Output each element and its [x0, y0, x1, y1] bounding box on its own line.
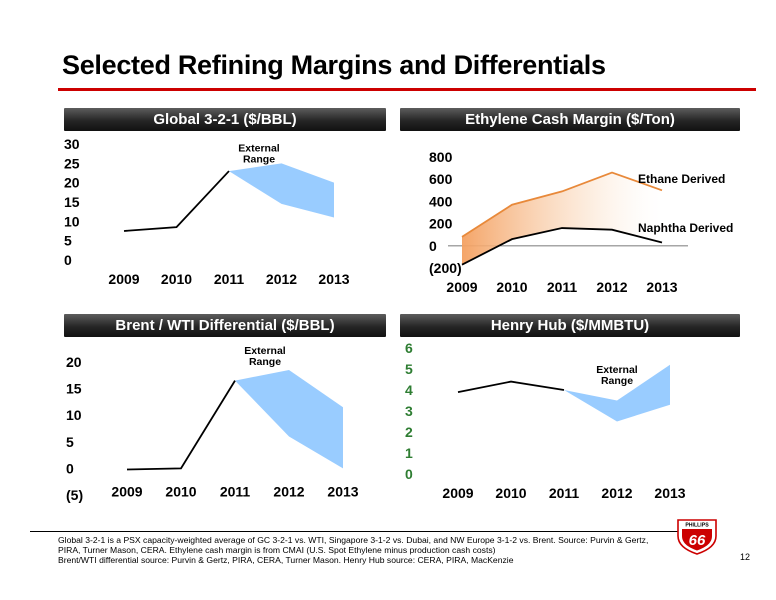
y-tick-label: 1 — [405, 445, 413, 461]
y-tick-label: 4 — [405, 382, 413, 398]
footnote: Global 3-2-1 is a PSX capacity-weighted … — [58, 535, 698, 565]
range-annotation: Range — [249, 356, 281, 368]
y-tick-label: 3 — [405, 403, 413, 419]
y-tick-label: (200) — [429, 260, 462, 276]
x-tick-label: 2011 — [547, 279, 578, 295]
series-line — [123, 170, 230, 232]
y-tick-label: 0 — [405, 466, 413, 482]
chart-title-bar: Ethylene Cash Margin ($/Ton) — [400, 108, 740, 131]
y-tick-label: 5 — [64, 233, 72, 249]
chart-ethylene-margin: Ethylene Cash Margin ($/Ton) (200) 0 200 40… — [398, 108, 743, 300]
y-tick-label: 30 — [64, 136, 80, 152]
x-tick-label: 2011 — [214, 271, 245, 287]
footnote-line: Global 3-2-1 is a PSX capacity-weighted … — [58, 535, 649, 545]
y-tick-label: 600 — [429, 171, 453, 187]
chart-plot: (200) 0 200 400 600 800 2009 2010 2011 2012 2013 Et… — [429, 149, 733, 295]
chart-brent-wti: Brent / WTI Differential ($/BBL) (5) 0 5 10… — [56, 314, 396, 516]
y-tick-label: 20 — [64, 175, 80, 191]
y-tick-label: 5 — [66, 434, 74, 450]
y-tick-label: 10 — [64, 213, 80, 229]
title-underline — [58, 88, 756, 91]
y-tick-label: 800 — [429, 149, 453, 165]
chart-title-bar: Global 3-2-1 ($/BBL) — [64, 108, 386, 131]
series-line — [126, 380, 236, 471]
range-annotation: External — [244, 345, 286, 357]
external-range-band — [235, 369, 343, 469]
y-tick-label: 0 — [429, 238, 437, 254]
chart-henry-hub: Henry Hub ($/MMBTU) 0 1 2 3 4 5 6 2009 2010 2011 2… — [398, 314, 743, 516]
y-tick-label: 0 — [64, 252, 72, 268]
page-number: 12 — [740, 552, 751, 562]
x-tick-label: 2011 — [220, 483, 251, 499]
range-annotation: External — [238, 143, 280, 155]
x-tick-label: 2013 — [318, 271, 349, 287]
y-tick-label: 5 — [405, 361, 413, 377]
external-range-band — [229, 163, 334, 218]
chart-plot: (5) 0 5 10 15 20 2009 2010 2011 2012 2013 ExternalR… — [66, 345, 359, 503]
x-tick-label: 2012 — [596, 279, 627, 295]
external-range-band — [564, 364, 670, 422]
range-annotation: Range — [601, 375, 633, 387]
range-annotation: Range — [243, 154, 275, 166]
series-line — [457, 380, 565, 393]
x-tick-label: 2012 — [273, 483, 304, 499]
x-tick-label: 2009 — [442, 485, 473, 501]
y-tick-label: 200 — [429, 216, 453, 232]
x-tick-label: 2010 — [165, 483, 196, 499]
footnote-line: Brent/WTI differential source: Purvin & … — [58, 555, 514, 565]
y-tick-label: 0 — [66, 460, 74, 476]
page-title: Selected Refining Margins and Differenti… — [62, 50, 606, 80]
ethylene-margin-band — [462, 172, 662, 265]
y-tick-label: 6 — [405, 340, 413, 356]
logo-number: 66 — [689, 532, 706, 549]
x-tick-label: 2011 — [549, 485, 580, 501]
y-tick-label: 15 — [64, 194, 80, 210]
x-tick-label: 2009 — [108, 271, 139, 287]
x-tick-label: 2009 — [111, 483, 142, 499]
x-tick-label: 2009 — [446, 279, 477, 295]
footnote-line: PIRA, Turner Mason, CERA. Ethylene cash … — [58, 545, 496, 555]
x-tick-label: 2010 — [161, 271, 192, 287]
range-annotation: External — [596, 364, 638, 376]
x-tick-label: 2013 — [654, 485, 685, 501]
x-tick-label: 2012 — [266, 271, 297, 287]
x-tick-label: 2013 — [327, 483, 358, 499]
series-label-ethane: Ethane Derived — [638, 172, 725, 186]
chart-plot: 0 5 10 15 20 25 30 2009 2010 2011 2012 2013 External… — [64, 136, 350, 287]
x-tick-label: 2012 — [601, 485, 632, 501]
chart-title-bar: Brent / WTI Differential ($/BBL) — [64, 314, 386, 337]
series-line — [461, 227, 663, 266]
phillips-66-logo: PHILLIPS 66 — [677, 519, 717, 555]
x-tick-label: 2010 — [496, 279, 527, 295]
x-tick-label: 2013 — [646, 279, 677, 295]
chart-global-321: Global 3-2-1 ($/BBL) 0 5 10 15 20 25 30 2009 201… — [56, 108, 396, 300]
series-label-naphtha: Naphtha Derived — [638, 221, 733, 235]
y-tick-label: 10 — [66, 407, 82, 423]
logo-top-text: PHILLIPS — [685, 523, 709, 529]
y-tick-label: 15 — [66, 381, 82, 397]
y-tick-label: 2 — [405, 424, 413, 440]
chart-title-bar: Henry Hub ($/MMBTU) — [400, 314, 740, 337]
y-tick-label: 25 — [64, 155, 80, 171]
x-tick-label: 2010 — [495, 485, 526, 501]
series-line — [461, 171, 663, 238]
y-tick-label: 20 — [66, 354, 82, 370]
y-tick-label: (5) — [66, 487, 83, 503]
y-tick-label: 400 — [429, 193, 453, 209]
footnote-divider — [30, 531, 710, 532]
